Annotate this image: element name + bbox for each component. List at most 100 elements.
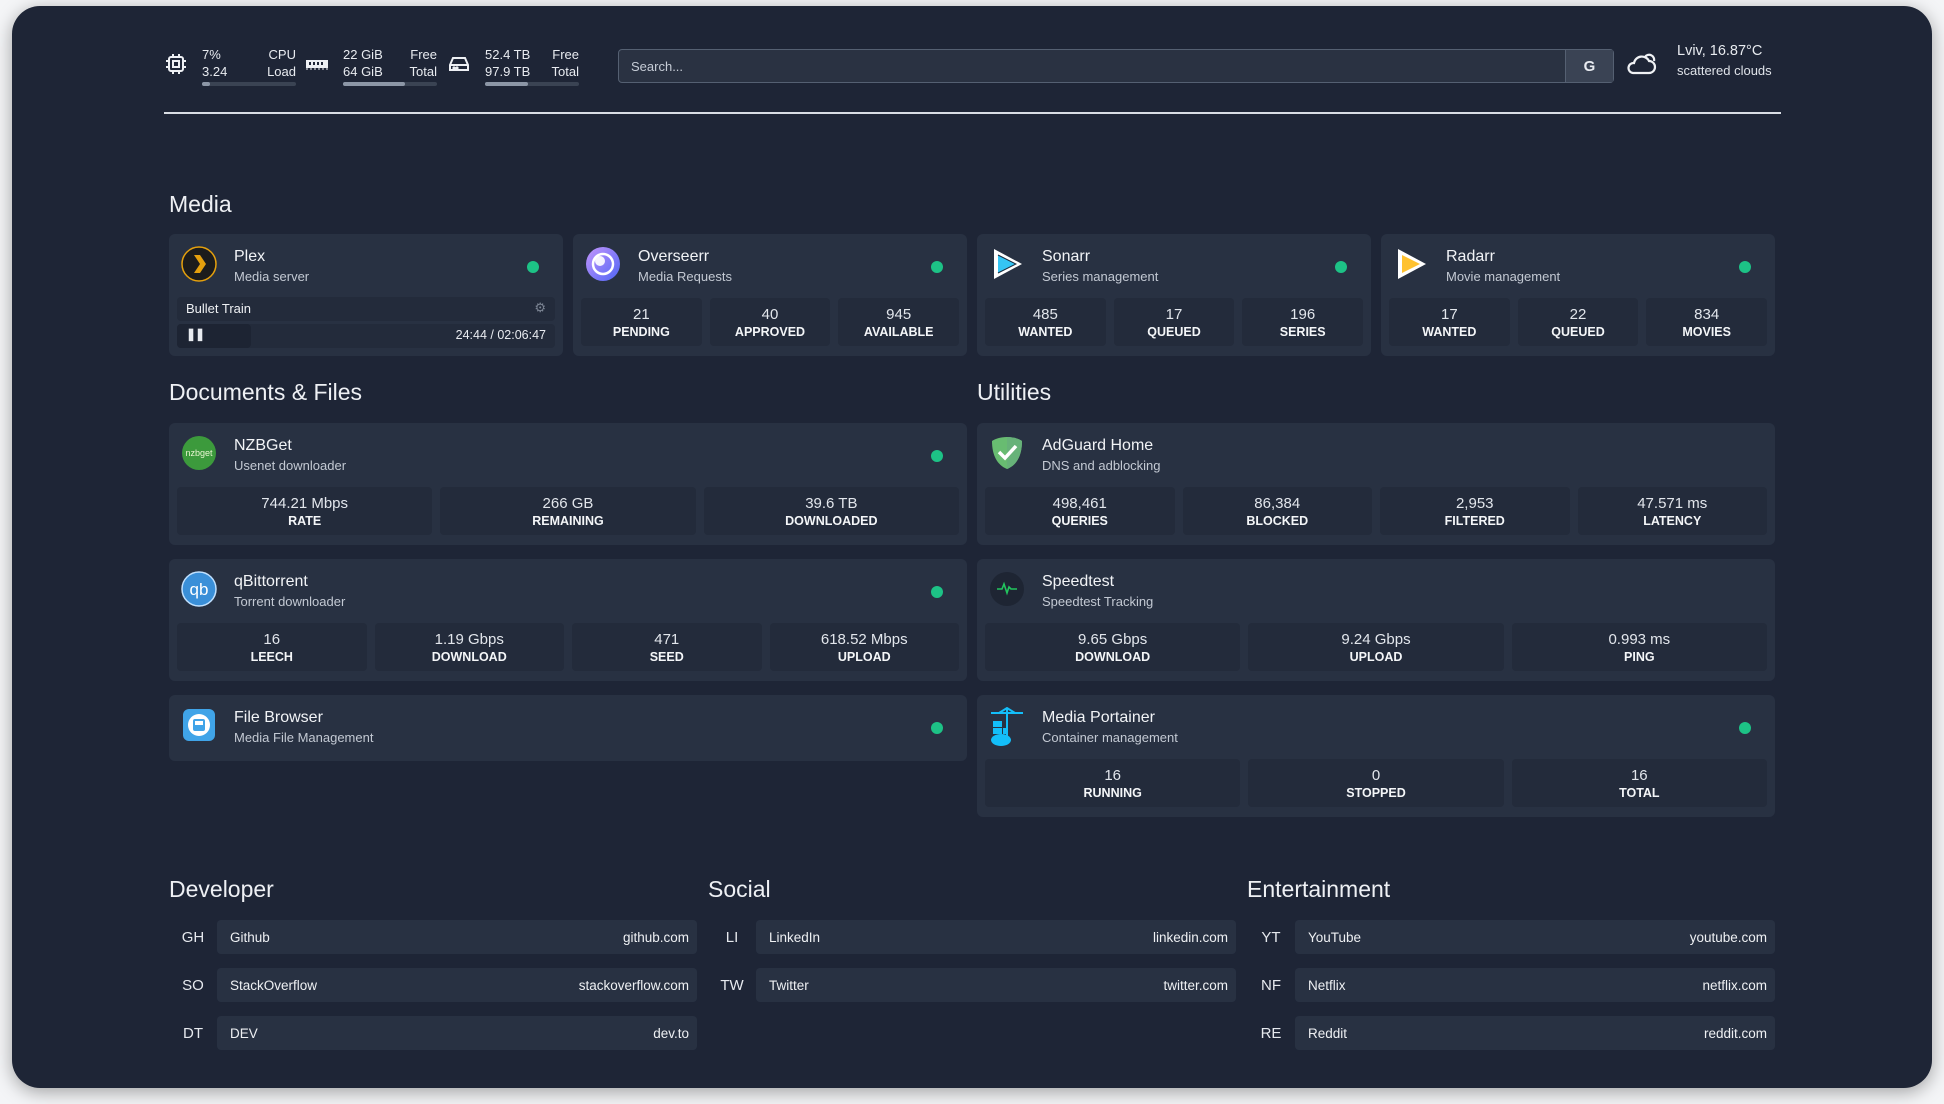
search-engine-button[interactable]: G	[1565, 50, 1613, 82]
service-name[interactable]: File Browser	[234, 709, 323, 726]
cloud-icon	[1625, 48, 1659, 78]
stat-label: MOVIES	[1682, 325, 1731, 339]
service-name[interactable]: AdGuard Home	[1042, 437, 1154, 454]
svg-text:nzbget: nzbget	[185, 448, 213, 458]
speedtest-icon	[989, 571, 1025, 607]
stat-block: 9.65 Gbps DOWNLOAD	[985, 623, 1241, 671]
bookmark-link[interactable]: YouTube youtube.com	[1295, 920, 1775, 954]
disk-stat: 52.4 TB 97.9 TB Free Total	[447, 42, 587, 88]
playback-time: 24:44 / 02:06:47	[455, 328, 546, 342]
stat-label: RUNNING	[1083, 786, 1142, 800]
now-playing-title: Bullet Train	[186, 301, 252, 316]
bookmark-link[interactable]: LinkedIn linkedin.com	[756, 920, 1236, 954]
bookmark-netflix[interactable]: NF Netflix netflix.com	[1247, 968, 1775, 1002]
service-card-file-browser[interactable]: File Browser Media File Management	[169, 695, 967, 761]
bookmark-github[interactable]: GH Github github.com	[169, 920, 697, 954]
service-name[interactable]: Speedtest	[1042, 573, 1115, 590]
memory-usage-bar	[343, 82, 437, 86]
bookmark-url: dev.to	[653, 1025, 689, 1041]
memory-stat: 22 GiB 64 GiB Free Total	[305, 42, 445, 88]
bookmark-link[interactable]: StackOverflow stackoverflow.com	[217, 968, 697, 1002]
stat-block: 744.21 Mbps RATE	[177, 487, 433, 535]
stat-label: DOWNLOAD	[431, 650, 507, 664]
stat-block: 945 AVAILABLE	[838, 298, 960, 346]
service-name[interactable]: Overseerr	[638, 248, 710, 265]
service-card-speedtest[interactable]: Speedtest Speedtest Tracking 9.65 Gbps DOWN…	[977, 559, 1775, 681]
bookmark-abbr: YT	[1261, 928, 1281, 946]
service-card-adguard-home[interactable]: AdGuard Home DNS and adblocking 498,461 QUE…	[977, 423, 1775, 545]
status-indicator	[931, 722, 943, 734]
stat-value: 498,461	[1052, 495, 1107, 512]
status-indicator	[931, 450, 943, 462]
service-name[interactable]: NZBGet	[234, 437, 292, 454]
search-input[interactable]	[619, 50, 1565, 82]
service-name[interactable]: qBittorrent	[234, 573, 308, 590]
stat-value: 1.19 Gbps	[434, 631, 504, 648]
service-name[interactable]: Plex	[234, 248, 266, 265]
stat-value: 17	[1165, 306, 1183, 323]
cpu-usage-bar	[202, 82, 296, 86]
bookmark-link[interactable]: DEV dev.to	[217, 1016, 697, 1050]
stat-label: PENDING	[612, 325, 670, 339]
stat-label: LEECH	[250, 650, 293, 664]
service-name[interactable]: Sonarr	[1042, 248, 1091, 265]
settings-icon[interactable]: ⚙	[534, 300, 546, 315]
stat-block: 0.993 ms PING	[1511, 623, 1767, 671]
bookmark-dev[interactable]: DT DEV dev.to	[169, 1016, 697, 1050]
status-indicator	[931, 261, 943, 273]
service-card-sonarr[interactable]: Sonarr Series management 485 WANTED 17 QUEUED…	[977, 234, 1371, 356]
bookmark-abbr: SO	[182, 976, 204, 994]
bookmark-name: Twitter	[769, 977, 809, 993]
cpu-label-1: CPU	[268, 47, 296, 62]
service-description: Media Requests	[638, 269, 732, 284]
stat-value: 2,953	[1455, 495, 1494, 512]
bookmark-link[interactable]: Github github.com	[217, 920, 697, 954]
stat-label: BLOCKED	[1246, 514, 1309, 528]
pause-icon[interactable]: ❚❚	[186, 327, 205, 341]
bookmark-link[interactable]: Twitter twitter.com	[756, 968, 1236, 1002]
service-stats: 485 WANTED 17 QUEUED 196 SERIES	[985, 298, 1364, 346]
disk-usage-fill	[485, 82, 529, 86]
bookmark-twitter[interactable]: TW Twitter twitter.com	[708, 968, 1236, 1002]
service-card-nzbget[interactable]: nzbget NZBGet Usenet downloader 744.21 Mbps…	[169, 423, 967, 545]
memory-value-2: 64 GiB	[343, 64, 383, 79]
stat-label: UPLOAD	[1349, 650, 1403, 664]
bookmark-linkedin[interactable]: LI LinkedIn linkedin.com	[708, 920, 1236, 954]
bookmark-abbr: DT	[183, 1024, 203, 1042]
stat-value: 47.571 ms	[1637, 495, 1708, 512]
bookmark-youtube[interactable]: YT YouTube youtube.com	[1247, 920, 1775, 954]
stat-value: 945	[886, 306, 912, 323]
service-name[interactable]: Radarr	[1446, 248, 1495, 265]
stat-block: 498,461 QUERIES	[985, 487, 1175, 535]
file-browser-icon	[181, 707, 217, 743]
service-card-media-portainer[interactable]: Media Portainer Container management 16 RUN…	[977, 695, 1775, 817]
stat-label: WANTED	[1422, 325, 1477, 339]
section-heading: Developer	[169, 876, 274, 902]
bookmark-link[interactable]: Netflix netflix.com	[1295, 968, 1775, 1002]
stat-value: 744.21 Mbps	[261, 495, 349, 512]
bookmark-name: YouTube	[1308, 929, 1362, 945]
disk-labels: Free Total	[552, 46, 579, 80]
service-card-overseerr[interactable]: Overseerr Media Requests 21 PENDING 40 APPROV…	[573, 234, 967, 356]
service-card-radarr[interactable]: Radarr Movie management 17 WANTED 22 QUEUED 83…	[1381, 234, 1775, 356]
weather-description: scattered clouds	[1677, 63, 1772, 78]
bookmark-link[interactable]: Reddit reddit.com	[1295, 1016, 1775, 1050]
section-heading: Social	[708, 876, 771, 902]
bookmark-stackoverflow[interactable]: SO StackOverflow stackoverflow.com	[169, 968, 697, 1002]
service-name[interactable]: Media Portainer	[1042, 709, 1155, 726]
svg-text:qb: qb	[190, 580, 209, 599]
stat-value: 471	[654, 631, 680, 648]
hard-drive-icon	[447, 52, 471, 76]
memory-usage-fill	[343, 82, 406, 86]
bookmark-reddit[interactable]: RE Reddit reddit.com	[1247, 1016, 1775, 1050]
disk-value-1: 52.4 TB	[485, 47, 531, 62]
stat-block: 266 GB REMAINING	[440, 487, 696, 535]
stat-label: UPLOAD	[837, 650, 891, 664]
stat-value: 266 GB	[542, 495, 594, 512]
stat-label: QUEUED	[1551, 325, 1605, 339]
stat-label: STOPPED	[1346, 786, 1406, 800]
bookmark-abbr: TW	[720, 976, 744, 994]
service-card-plex[interactable]: Plex Media server Bullet Train ⚙ ❚❚ 24:44 / 0…	[169, 234, 563, 356]
stat-value: 834	[1694, 306, 1720, 323]
service-card-qbittorrent[interactable]: qb qBittorrent Torrent downloader 16 LEECH 1.…	[169, 559, 967, 681]
